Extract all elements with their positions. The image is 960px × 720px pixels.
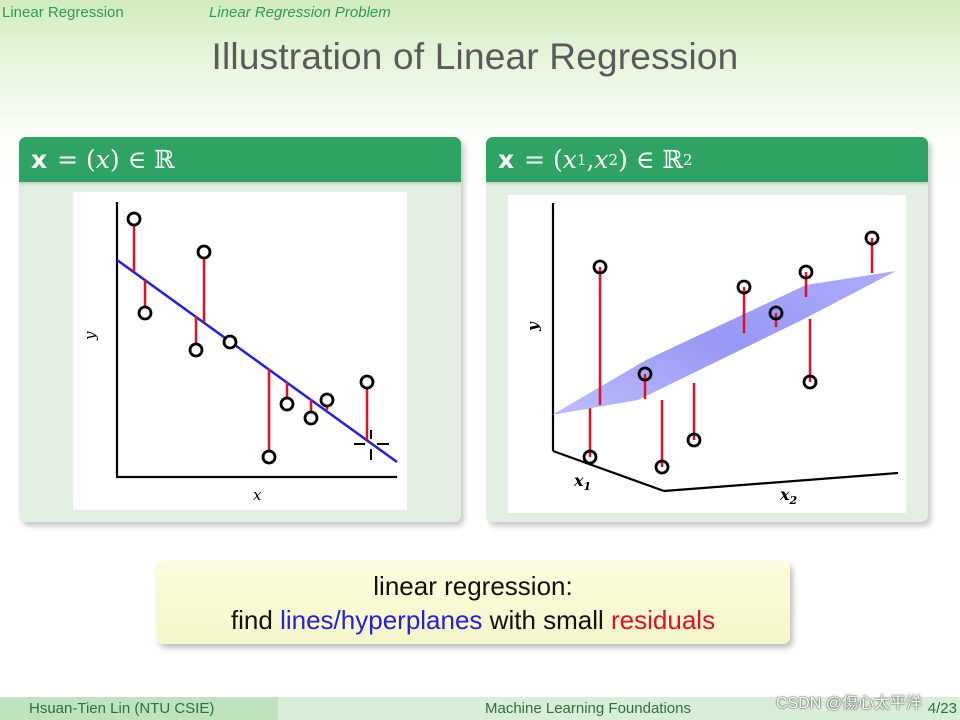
caption-box: linear regression: find lines/hyperplane… <box>156 561 790 644</box>
data-point <box>637 366 653 382</box>
data-point <box>319 392 335 408</box>
residuals-2d-below <box>588 319 812 467</box>
data-point <box>303 410 319 426</box>
data-point <box>279 396 295 412</box>
caption-line1: linear regression: <box>373 571 573 601</box>
header-x2: x <box>594 145 609 174</box>
data-point <box>768 305 784 321</box>
data-point <box>736 279 752 295</box>
data-point <box>802 374 818 390</box>
header-eq: = ( <box>524 145 563 174</box>
data-point <box>359 374 375 390</box>
residuals-1d <box>132 219 369 457</box>
nav-chapter-link[interactable]: Linear Regression <box>2 4 124 21</box>
panel-1d-header: x = ( x ) ∈ ℝ <box>19 137 461 182</box>
data-point <box>798 264 814 280</box>
footer: Hsuan-Tien Lin (NTU CSIE) Machine Learni… <box>0 697 960 720</box>
data-point <box>582 449 598 465</box>
footer-course-bar: Machine Learning Foundations 4/23 <box>278 697 960 720</box>
regression-line <box>116 258 398 464</box>
x1-axis <box>552 449 665 493</box>
slide-title: Illustration of Linear Regression <box>211 36 739 77</box>
plot-1d: y x <box>73 192 407 510</box>
header-tail: ) ∈ ℝ <box>618 145 683 174</box>
header-eq: = ( <box>57 145 96 174</box>
caption-text-a: find <box>230 605 281 635</box>
data-point <box>222 334 238 350</box>
data-point <box>654 459 670 475</box>
header-tail: ) ∈ ℝ <box>109 145 175 174</box>
plot-2d: y x1 x2 <box>508 195 906 513</box>
caption-text-b: with small <box>482 605 612 635</box>
caption-highlight-lines: lines/hyperplanes <box>280 605 483 635</box>
data-point <box>188 342 204 358</box>
crosshair-cursor-icon <box>354 430 389 460</box>
caption-highlight-residuals: residuals <box>611 605 716 635</box>
data-point <box>592 259 608 275</box>
y-axis-label: y <box>524 321 542 332</box>
footer-author: Hsuan-Tien Lin (NTU CSIE) <box>0 697 278 720</box>
data-point <box>126 211 142 227</box>
x1-axis-label: x1 <box>573 471 591 493</box>
header-sub1: 1 <box>576 150 587 169</box>
header-sup: 2 <box>683 150 693 169</box>
header-bold-x: x <box>498 145 515 174</box>
regression-plane <box>552 271 896 415</box>
plot-1d-svg: y x <box>81 202 398 504</box>
nav-section-link[interactable]: Linear Regression Problem <box>209 4 391 21</box>
plot-2d-svg: y x1 x2 <box>524 203 899 507</box>
footer-page-number: 4/23 <box>927 700 957 717</box>
caption-line2: find lines/hyperplanes with small residu… <box>156 603 790 637</box>
header-comma: , <box>586 145 595 174</box>
top-navigation: Linear Regression Linear Regression Prob… <box>0 0 960 26</box>
points-1d <box>126 211 375 465</box>
header-var: x <box>95 145 110 174</box>
footer-course: Machine Learning Foundations <box>485 700 691 717</box>
x2-axis-label: x2 <box>779 485 798 507</box>
points-2d <box>582 230 880 475</box>
header-x1: x <box>562 145 577 174</box>
y-axis-label: y <box>81 331 99 341</box>
watermark: CSDN @傷心太平洋 <box>776 695 923 712</box>
header-sub2: 2 <box>608 150 619 169</box>
data-point <box>864 230 880 246</box>
data-point <box>196 244 212 260</box>
panel-1d-regression: x = ( x ) ∈ ℝ <box>19 137 461 522</box>
x-axis-label: x <box>253 486 262 504</box>
data-point <box>137 305 153 321</box>
header-bold-x: x <box>31 145 48 174</box>
data-point <box>261 449 277 465</box>
x2-axis <box>663 471 899 493</box>
data-point <box>686 432 702 448</box>
